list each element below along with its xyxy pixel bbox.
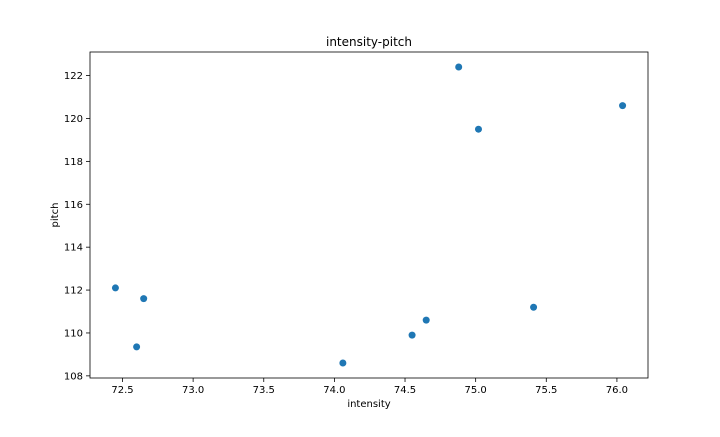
x-tick-label: 76.0 [606, 385, 628, 396]
x-tick-label: 74.5 [394, 385, 416, 396]
x-tick-label: 73.0 [182, 385, 204, 396]
x-tick-label: 73.5 [253, 385, 275, 396]
y-tick-label: 112 [64, 286, 83, 297]
scatter-point [530, 303, 538, 311]
y-tick-label: 110 [64, 328, 83, 339]
scatter-point [133, 343, 141, 351]
y-tick-label: 118 [64, 157, 83, 168]
scatter-points [111, 63, 627, 367]
x-axis-ticks: 72.5 73.0 73.5 74.0 74.5 75.0 75.5 76.0 [111, 378, 628, 396]
scatter-point [619, 102, 627, 110]
y-tick-label: 120 [64, 114, 83, 125]
plot-area-frame [89, 51, 649, 379]
scatter-point [111, 284, 119, 292]
y-axis-label: pitch [50, 203, 61, 228]
x-tick-label: 72.5 [111, 385, 133, 396]
y-tick-label: 116 [64, 200, 83, 211]
x-tick-label: 75.5 [535, 385, 557, 396]
y-tick-label: 114 [64, 243, 83, 254]
scatter-point [140, 295, 148, 303]
x-axis-label: intensity [347, 399, 390, 410]
scatter-point [455, 63, 463, 71]
y-tick-label: 122 [64, 71, 83, 82]
scatter-point [339, 359, 347, 367]
y-axis-ticks: 108 110 112 114 116 118 120 122 [64, 71, 90, 382]
x-tick-label: 74.0 [323, 385, 345, 396]
x-tick-label: 75.0 [465, 385, 487, 396]
chart-title: intensity-pitch [326, 35, 412, 49]
scatter-point [408, 331, 416, 339]
scatter-point [422, 316, 430, 324]
y-tick-label: 108 [64, 371, 83, 382]
scatter-point [474, 125, 482, 133]
